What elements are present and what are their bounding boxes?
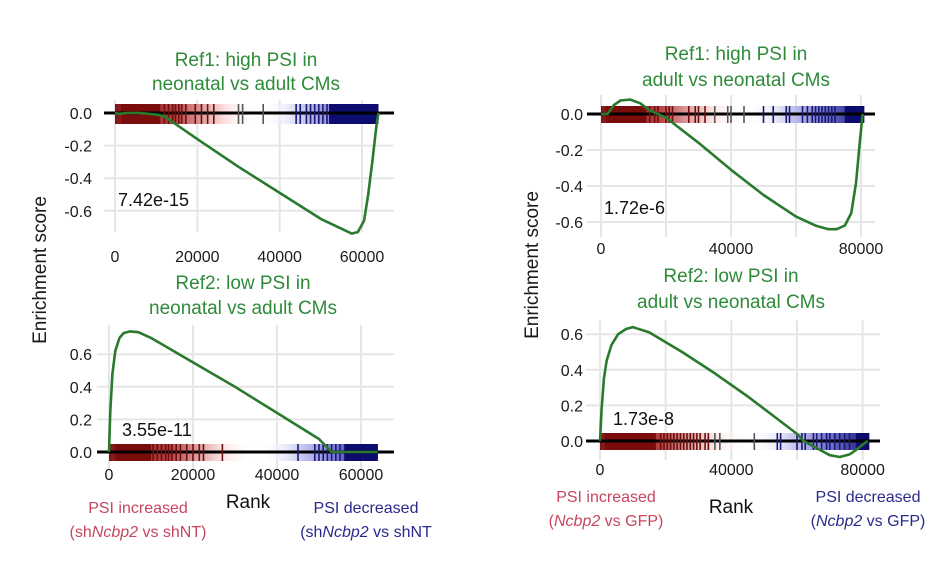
x-tick-label: 80000 <box>840 462 885 479</box>
x-tick-label: 0 <box>111 249 120 266</box>
condition-prefix: ( <box>811 513 817 530</box>
enrichment-curve <box>107 330 378 454</box>
x-tick-label: 60000 <box>339 467 384 484</box>
x-tick-label: 60000 <box>340 249 385 266</box>
x-tick-label: 0 <box>105 467 114 484</box>
x-axis-label-right: Rank <box>709 497 754 518</box>
psi-increased-label-left: PSI increased <box>88 500 188 517</box>
psi-increased-condition-left: (shNcbp2 vs shNT) <box>70 524 207 541</box>
condition-prefix: (sh <box>300 524 322 541</box>
plot-area: 0.0 0.2 0.4 0.6 0 40000 80000 <box>561 320 885 479</box>
y-tick-label: 0.2 <box>70 412 92 429</box>
psi-increased-label-right: PSI increased <box>556 489 656 506</box>
panel-ref1-right: Ref1: high PSI in adult vs neonatal CMs … <box>555 44 883 258</box>
plot-area: 0.0 -0.2 -0.4 -0.6 0 20000 40000 60000 <box>64 100 394 266</box>
y-tick-label: -0.6 <box>555 215 583 232</box>
p-value-label: 7.42e-15 <box>118 190 189 210</box>
gene-name: Ncbp2 <box>322 524 368 541</box>
x-tick-label: 20000 <box>175 249 220 266</box>
gene-name: Ncbp2 <box>554 513 600 530</box>
panel-ref2-left: Ref2: low PSI in neonatal vs adult CMs 0… <box>70 273 394 484</box>
y-tick-label: 0.4 <box>70 380 92 397</box>
gene-name: Ncbp2 <box>92 524 138 541</box>
y-tick-label: -0.4 <box>555 179 583 196</box>
condition-prefix: ( <box>549 513 555 530</box>
panel-title-line1: Ref1: high PSI in <box>665 44 808 65</box>
psi-increased-condition-right: (Ncbp2 vs GFP) <box>549 513 664 530</box>
x-tick-label: 80000 <box>839 241 884 258</box>
psi-decreased-condition-right: (Ncbp2 vs GFP) <box>811 513 926 530</box>
x-tick-label: 40000 <box>255 467 300 484</box>
y-tick-label: 0.0 <box>561 107 583 124</box>
condition-prefix: (sh <box>70 524 92 541</box>
panel-title-line2: adult vs neonatal CMs <box>637 292 825 313</box>
y-tick-label: 0.2 <box>561 398 583 415</box>
y-tick-label: -0.6 <box>64 204 92 221</box>
y-axis-label-left: Enrichment score <box>30 196 51 344</box>
condition-suffix: vs GFP) <box>862 513 925 530</box>
p-value-label: 3.55e-11 <box>122 420 192 440</box>
panel-ref1-left: Ref1: high PSI in neonatal vs adult CMs … <box>64 50 394 266</box>
panel-title-line1: Ref2: low PSI in <box>175 273 310 294</box>
panel-title-line2: adult vs neonatal CMs <box>642 70 830 91</box>
condition-suffix: vs shNT <box>369 524 432 541</box>
panel-ref2-right: Ref2: low PSI in adult vs neonatal CMs 0… <box>561 266 885 479</box>
y-tick-label: 0.4 <box>561 363 583 380</box>
y-tick-label: 0.0 <box>561 434 583 451</box>
y-tick-label: 0.6 <box>561 327 583 344</box>
x-tick-label: 0 <box>597 241 606 258</box>
panel-title-line2: neonatal vs adult CMs <box>149 298 337 319</box>
enrichment-curve <box>598 325 869 459</box>
enrichment-curve <box>114 111 380 235</box>
gene-name: Ncbp2 <box>816 513 862 530</box>
x-tick-label: 40000 <box>257 249 302 266</box>
p-value-label: 1.73e-8 <box>613 409 674 429</box>
y-tick-label: -0.2 <box>555 143 583 160</box>
panel-title-line2: neonatal vs adult CMs <box>152 74 340 95</box>
condition-suffix: vs GFP) <box>600 513 663 530</box>
x-tick-label: 0 <box>596 462 605 479</box>
x-tick-label: 40000 <box>709 462 754 479</box>
y-axis-label-right: Enrichment score <box>522 191 543 339</box>
x-tick-label: 20000 <box>171 467 216 484</box>
enrichment-curve <box>601 98 864 231</box>
y-tick-label: -0.4 <box>64 171 92 188</box>
x-tick-label: 40000 <box>709 241 754 258</box>
p-value-label: 1.72e-6 <box>604 198 665 218</box>
y-tick-label: 0.0 <box>70 445 92 462</box>
panel-title-line1: Ref2: low PSI in <box>663 266 798 287</box>
panel-title-line1: Ref1: high PSI in <box>175 50 318 71</box>
plot-area: 0.0 -0.2 -0.4 -0.6 0 40000 80000 <box>555 95 883 258</box>
condition-suffix: vs shNT) <box>138 524 206 541</box>
y-tick-label: -0.2 <box>64 139 92 156</box>
y-tick-label: 0.0 <box>70 106 92 123</box>
y-tick-label: 0.6 <box>70 347 92 364</box>
plot-area: 0.0 0.2 0.4 0.6 0 20000 40000 60000 <box>70 325 394 484</box>
psi-decreased-label-right: PSI decreased <box>816 489 921 506</box>
x-axis-label-left: Rank <box>226 492 271 513</box>
psi-decreased-label-left: PSI decreased <box>314 500 419 517</box>
psi-decreased-condition-left: (shNcbp2 vs shNT <box>300 524 432 541</box>
